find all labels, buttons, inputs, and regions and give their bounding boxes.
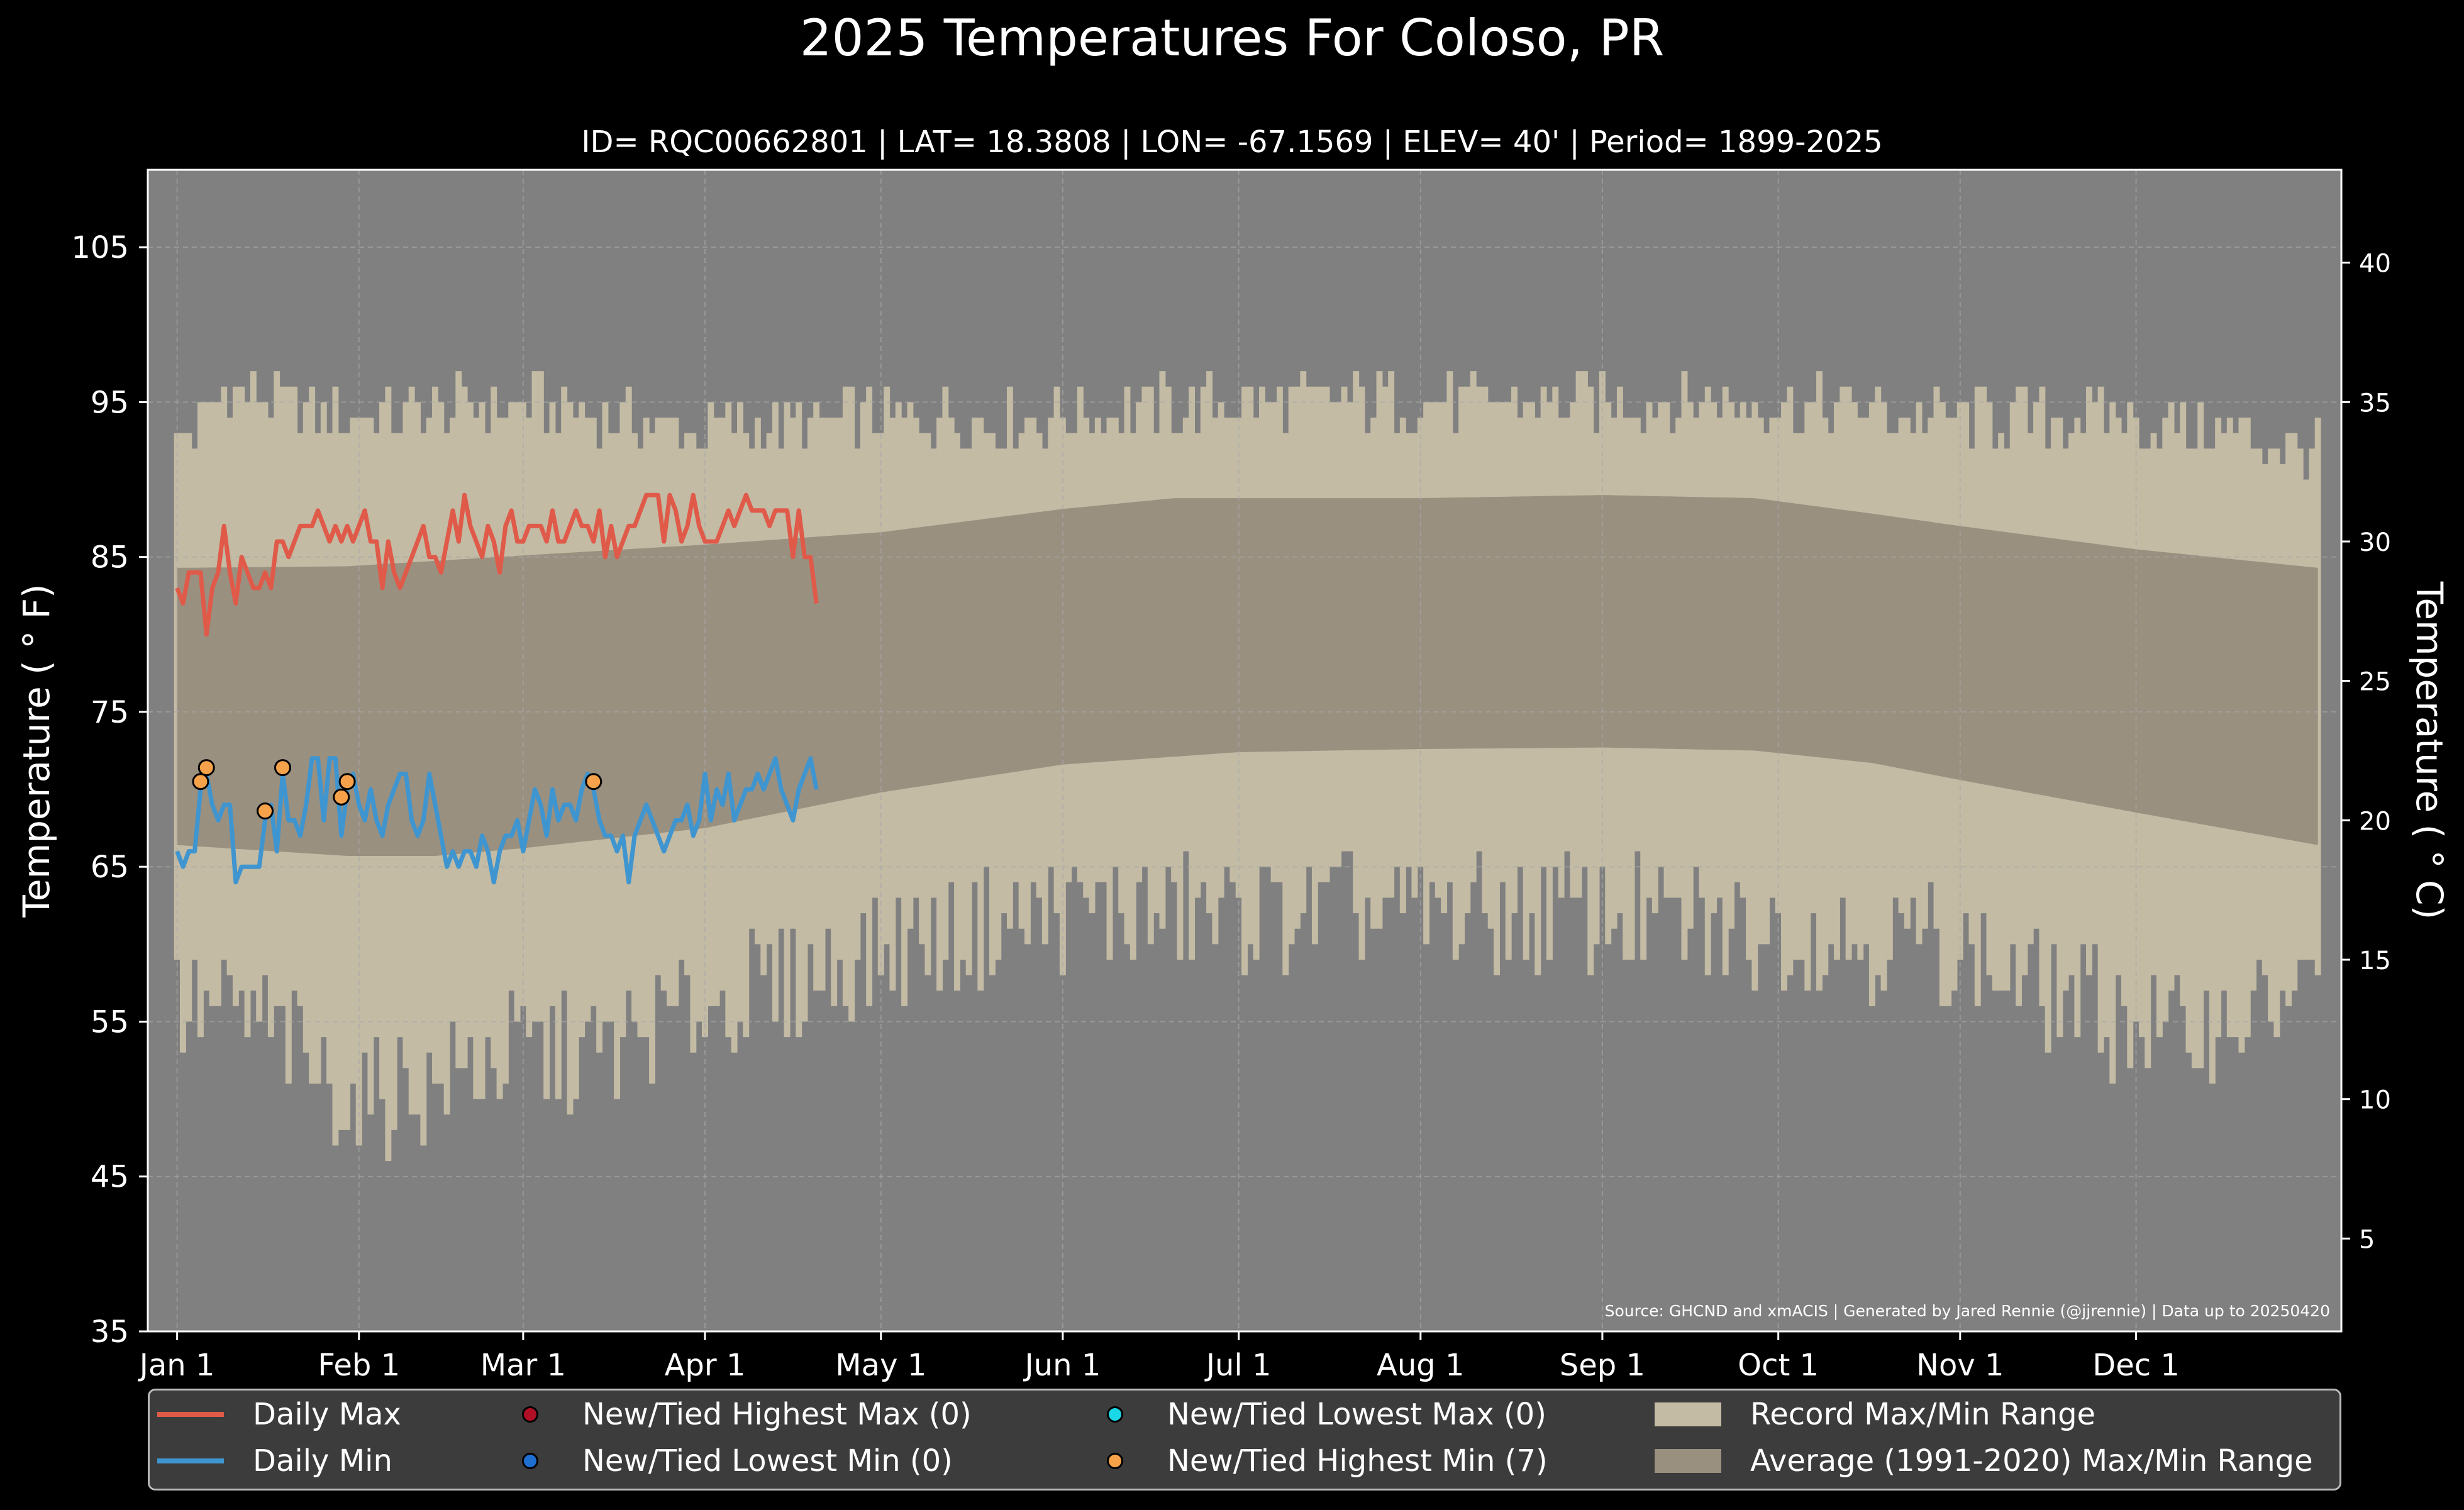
- legend-dot-highest-max: [522, 1406, 538, 1423]
- legend-swatch-daily-max: [157, 1412, 224, 1417]
- legend-label: Daily Min: [253, 1443, 392, 1479]
- legend-item-new-highest-min: New/Tied Highest Min (7): [1062, 1442, 1548, 1480]
- source-note: Source: GHCND and xmACIS | Generated by …: [1605, 1302, 2330, 1320]
- record-point: [192, 773, 209, 791]
- legend: Daily Max Daily Min New/Tied Highest Max…: [148, 1389, 2341, 1491]
- y-tick-label: 45: [91, 1160, 129, 1195]
- legend-label: New/Tied Highest Max (0): [582, 1397, 972, 1432]
- legend-box-record: [1655, 1402, 1721, 1426]
- y-right-tick-label: 25: [2359, 668, 2391, 697]
- daily-min-line: [175, 756, 819, 885]
- y-axis-label: Temperature ( ° F): [15, 584, 58, 918]
- y-tick-label: 75: [91, 695, 129, 730]
- x-tick-label: Dec 1: [2092, 1348, 2180, 1383]
- x-tick-label: May 1: [835, 1348, 926, 1383]
- x-tick-label: Oct 1: [1738, 1348, 1819, 1383]
- legend-box-average: [1655, 1449, 1721, 1473]
- legend-swatch-daily-min: [157, 1458, 224, 1463]
- x-tick-label: Feb 1: [318, 1348, 400, 1383]
- legend-label: Average (1991-2020) Max/Min Range: [1750, 1443, 2313, 1479]
- x-tick-label: Aug 1: [1377, 1348, 1465, 1383]
- legend-dot-highest-min: [1107, 1453, 1123, 1469]
- chart-title: 2025 Temperatures For Coloso, PR: [799, 9, 1665, 67]
- y-right-tick-label: 40: [2359, 250, 2391, 279]
- y-right-tick-label: 20: [2359, 807, 2391, 836]
- legend-item-record-range: Record Max/Min Range: [1655, 1396, 2095, 1433]
- record-point: [197, 759, 215, 777]
- y-tick-label: 55: [91, 1004, 129, 1040]
- legend-item-new-lowest-max: New/Tied Lowest Max (0): [1062, 1396, 1546, 1433]
- record-point: [338, 773, 356, 791]
- legend-dot-lowest-min: [522, 1453, 538, 1469]
- legend-item-daily-min: Daily Min: [157, 1442, 392, 1480]
- plot-frame: [147, 169, 2343, 1333]
- y-right-tick-label: 30: [2359, 528, 2391, 557]
- y-axis-label-right: Temperature ( ° C): [2408, 581, 2451, 919]
- legend-dot-lowest-max: [1107, 1406, 1123, 1423]
- legend-item-daily-max: Daily Max: [157, 1396, 401, 1433]
- x-tick-label: Apr 1: [665, 1348, 746, 1383]
- daily-max-line: [175, 492, 819, 637]
- x-tick-label: Jul 1: [1204, 1348, 1272, 1383]
- x-tick-label: Jun 1: [1023, 1348, 1101, 1383]
- y-tick-label: 65: [91, 850, 129, 885]
- legend-item-new-lowest-min: New/Tied Lowest Min (0): [477, 1442, 953, 1480]
- chart-subtitle: ID= RQC00662801 | LAT= 18.3808 | LON= -6…: [581, 125, 1883, 160]
- x-tick-label: Mar 1: [480, 1348, 566, 1383]
- legend-label: New/Tied Lowest Max (0): [1167, 1397, 1546, 1432]
- y-right-tick-label: 35: [2359, 389, 2391, 418]
- legend-label: Record Max/Min Range: [1750, 1397, 2096, 1432]
- y-tick-label: 95: [91, 385, 129, 420]
- y-tick-label: 85: [91, 540, 129, 575]
- record-point: [585, 773, 602, 791]
- y-right-tick-label: 5: [2359, 1225, 2375, 1254]
- record-point: [274, 759, 292, 777]
- x-tick-label: Sep 1: [1560, 1348, 1645, 1383]
- legend-label: New/Tied Lowest Min (0): [582, 1443, 953, 1479]
- record-point: [333, 788, 350, 806]
- y-tick-label: 105: [71, 230, 129, 265]
- legend-label: New/Tied Highest Min (7): [1167, 1443, 1548, 1479]
- legend-item-average-range: Average (1991-2020) Max/Min Range: [1655, 1442, 2313, 1480]
- legend-label: Daily Max: [253, 1397, 401, 1432]
- y-right-tick-label: 10: [2359, 1086, 2391, 1115]
- y-right-tick-label: 15: [2359, 947, 2391, 975]
- record-point: [257, 802, 274, 820]
- x-tick-label: Jan 1: [138, 1348, 215, 1383]
- x-tick-label: Nov 1: [1916, 1348, 2004, 1383]
- y-tick-label: 35: [91, 1314, 129, 1350]
- legend-item-new-highest-max: New/Tied Highest Max (0): [477, 1396, 972, 1433]
- average-range-band: [177, 495, 2318, 856]
